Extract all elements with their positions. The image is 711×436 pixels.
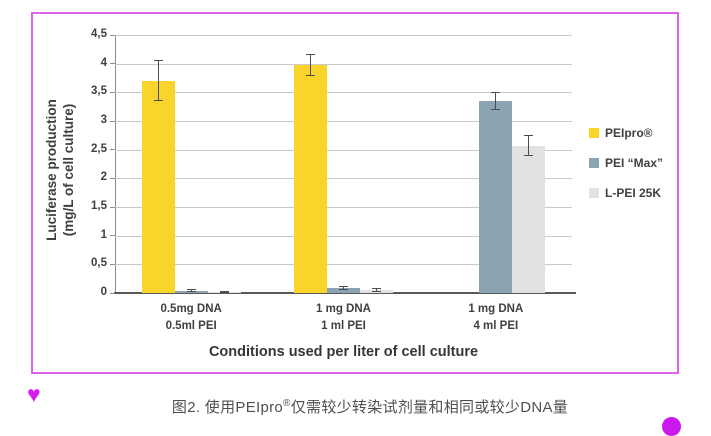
gridline xyxy=(115,178,572,180)
y-tick-label: 3,5 xyxy=(91,85,107,98)
x-axis-line xyxy=(114,292,576,294)
y-tick xyxy=(110,292,115,294)
heart-icon: ♥ xyxy=(27,381,41,407)
legend-label: PEIpro® xyxy=(605,126,653,140)
error-bar-cap xyxy=(372,288,381,290)
legend-label: L-PEI 25K xyxy=(605,186,662,200)
gridline xyxy=(115,235,572,237)
error-bar-cap xyxy=(491,91,501,93)
error-bar-cap xyxy=(524,154,534,156)
x-category-line2: 1 ml PEI xyxy=(321,319,366,332)
y-tick-label: 1 xyxy=(100,228,107,241)
x-category-label: 1 mg DNA 1 ml PEI xyxy=(284,301,404,334)
error-bar xyxy=(310,54,311,76)
y-tick-label: 4,5 xyxy=(91,28,107,40)
y-tick xyxy=(110,63,115,65)
y-tick xyxy=(110,263,115,265)
legend-swatch xyxy=(589,128,599,138)
y-axis-line xyxy=(115,35,116,293)
bar-series1-group2 xyxy=(479,100,513,293)
error-bar-cap xyxy=(339,289,348,291)
legend-label: PEI “Max” xyxy=(605,156,664,170)
gridline xyxy=(115,63,572,65)
error-bar xyxy=(528,135,530,156)
legend-item-0: PEIpro® xyxy=(589,126,663,140)
y-axis-title-line1: Luciferase production xyxy=(44,99,60,241)
caption-prefix: 图2. 使用PEIpro xyxy=(171,399,284,416)
error-bar-cap xyxy=(491,109,501,111)
dot-decoration xyxy=(662,417,681,436)
legend: PEIpro® PEI “Max” L-PEI 25K xyxy=(589,126,663,216)
bar-series0-group0 xyxy=(141,80,175,293)
y-tick-label: 3 xyxy=(100,114,107,126)
x-category-label: 1 mg DNA 4 ml PEI xyxy=(436,301,556,334)
error-bar-cap xyxy=(153,100,163,102)
y-tick xyxy=(110,120,115,122)
error-bar-cap xyxy=(339,285,348,287)
error-bar-cap xyxy=(219,291,229,293)
bar-series2-group2 xyxy=(512,145,546,293)
y-tick-label: 2 xyxy=(100,171,107,184)
x-axis-title: Conditions used per liter of cell cultur… xyxy=(208,344,479,360)
x-category-label: 0.5mg DNA 0.5ml PEI xyxy=(131,301,251,334)
gridline xyxy=(115,92,572,94)
bar-series0-group1 xyxy=(294,64,327,293)
y-tick-label: 1,5 xyxy=(91,200,107,212)
error-bar xyxy=(495,92,497,110)
error-bar-cap xyxy=(372,290,381,292)
error-bar-cap xyxy=(186,289,196,291)
y-tick xyxy=(110,177,115,179)
chart-panel: Luciferase production (mg/L of cell cult… xyxy=(31,12,679,374)
x-category-line1: 1 mg DNA xyxy=(316,303,371,315)
error-bar-cap xyxy=(524,135,534,137)
x-category-line1: 1 mg DNA xyxy=(468,303,524,315)
error-bar-cap xyxy=(186,291,196,293)
bar-series1-group1 xyxy=(327,287,360,293)
plot-area: 0 0,5 1 1,5 2 2,5 3 3,5 4 4,5 0.5mg DNA 0.5ml PEI 1 … xyxy=(91,28,576,332)
error-bar xyxy=(190,289,192,292)
y-tick xyxy=(110,235,115,237)
registered-mark: ® xyxy=(283,398,291,409)
error-bar-cap xyxy=(153,60,163,62)
y-tick xyxy=(110,34,115,36)
y-tick-label: 2,5 xyxy=(91,142,107,155)
gridline xyxy=(115,207,572,208)
figure-caption: 图2. 使用PEIpro®仅需较少转染试剂量和相同或较少DNA量 xyxy=(0,396,711,417)
caption-suffix: 仅需较少转染试剂量和相同或较少DNA量 xyxy=(290,399,569,416)
error-bar xyxy=(157,60,159,101)
y-tick-label: 0,5 xyxy=(91,257,107,270)
x-category-line2: 4 ml PEI xyxy=(473,319,519,332)
error-bar xyxy=(376,288,377,292)
y-tick xyxy=(110,91,115,93)
gridline xyxy=(115,149,572,151)
legend-swatch xyxy=(589,188,599,198)
x-category-line1: 0.5mg DNA xyxy=(160,303,222,315)
y-tick-label: 0 xyxy=(100,286,107,298)
error-bar-cap xyxy=(306,74,315,76)
error-bar-cap xyxy=(219,290,229,292)
y-tick-label: 4 xyxy=(100,56,107,69)
error-bar xyxy=(223,291,225,293)
y-tick xyxy=(110,206,115,208)
error-bar xyxy=(343,286,344,290)
y-tick xyxy=(110,149,115,151)
error-bar-cap xyxy=(306,53,315,55)
gridline xyxy=(115,264,572,266)
gridline xyxy=(115,35,572,36)
gridline xyxy=(115,121,572,122)
legend-item-1: PEI “Max” xyxy=(589,156,663,170)
legend-item-2: L-PEI 25K xyxy=(589,186,663,200)
x-category-line2: 0.5ml PEI xyxy=(165,319,217,332)
legend-swatch xyxy=(589,158,599,168)
